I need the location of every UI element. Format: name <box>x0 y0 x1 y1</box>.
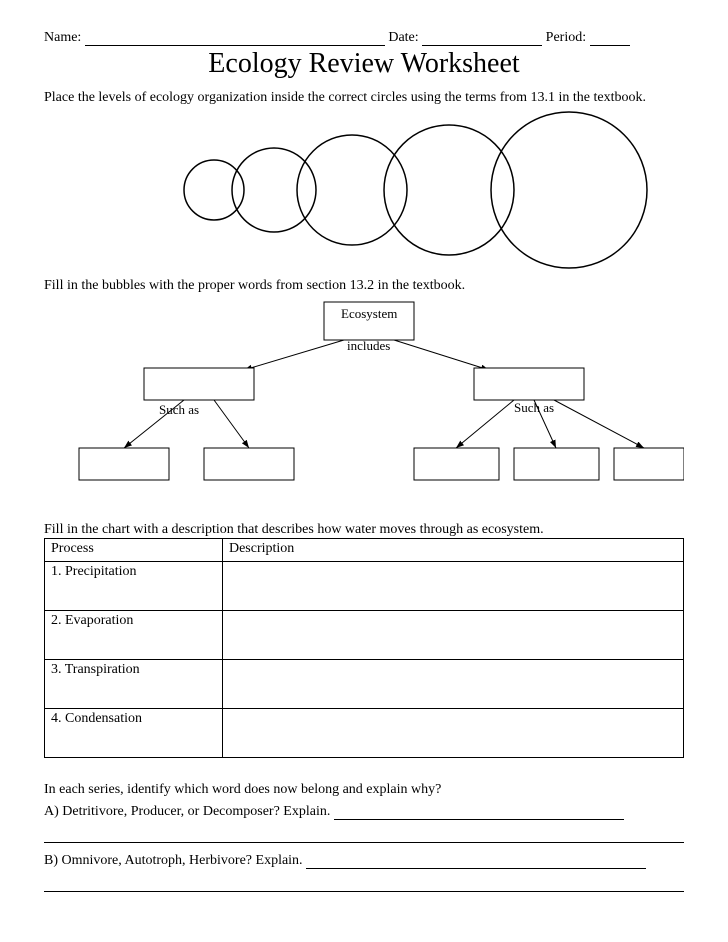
header-line: Name: Date: Period: <box>44 30 684 46</box>
flow-box[interactable] <box>474 368 584 400</box>
process-cell: 2. Evaporation <box>45 611 223 660</box>
table-header: Description <box>222 539 683 562</box>
flow-arrow <box>554 400 644 448</box>
ecology-level-circle[interactable] <box>384 125 514 255</box>
flow-box[interactable] <box>414 448 499 480</box>
process-cell: 4. Condensation <box>45 709 223 758</box>
description-cell[interactable] <box>222 611 683 660</box>
flow-box[interactable] <box>144 368 254 400</box>
flow-arrow <box>214 400 249 448</box>
page-title: Ecology Review Worksheet <box>44 48 684 80</box>
answer-a-blank-inline[interactable] <box>334 805 624 820</box>
flow-label: includes <box>347 338 390 353</box>
process-cell: 3. Transpiration <box>45 660 223 709</box>
description-cell[interactable] <box>222 709 683 758</box>
table-row: 2. Evaporation <box>45 611 684 660</box>
table-header: Process <box>45 539 223 562</box>
flow-arrow <box>244 340 344 370</box>
section4-instruction: In each series, identify which word does… <box>44 782 684 798</box>
table-row: 1. Precipitation <box>45 562 684 611</box>
section3-instruction: Fill in the chart with a description tha… <box>44 522 684 538</box>
process-cell: 1. Precipitation <box>45 562 223 611</box>
water-cycle-table: ProcessDescription1. Precipitation2. Eva… <box>44 538 684 758</box>
period-label: Period: <box>546 30 586 45</box>
table-row: 4. Condensation <box>45 709 684 758</box>
answer-b-blank-line[interactable] <box>44 877 684 892</box>
name-blank[interactable] <box>85 31 385 46</box>
flow-box[interactable] <box>614 448 684 480</box>
flow-arrow <box>394 340 489 370</box>
ecology-level-circle[interactable] <box>297 135 407 245</box>
flow-box[interactable] <box>514 448 599 480</box>
flowchart-diagram: Ecosystem includes Such as Such as <box>44 298 684 498</box>
flow-label: Such as <box>159 402 199 417</box>
date-label: Date: <box>388 30 418 45</box>
flow-arrow <box>456 400 514 448</box>
section1-instruction: Place the levels of ecology organization… <box>44 90 684 106</box>
flow-label: Such as <box>514 400 554 415</box>
description-cell[interactable] <box>222 660 683 709</box>
period-blank[interactable] <box>590 31 630 46</box>
flow-box[interactable] <box>204 448 294 480</box>
question-a-text: A) Detritivore, Producer, or Decomposer?… <box>44 804 330 819</box>
flow-box-label: Ecosystem <box>341 306 397 321</box>
question-b: B) Omnivore, Autotroph, Herbivore? Expla… <box>44 853 684 869</box>
question-a: A) Detritivore, Producer, or Decomposer?… <box>44 804 684 820</box>
description-cell[interactable] <box>222 562 683 611</box>
name-label: Name: <box>44 30 81 45</box>
worksheet-page: Name: Date: Period: Ecology Review Works… <box>0 0 728 942</box>
answer-a-blank-line[interactable] <box>44 828 684 843</box>
date-blank[interactable] <box>422 31 542 46</box>
answer-b-blank-inline[interactable] <box>306 854 646 869</box>
flow-box[interactable] <box>79 448 169 480</box>
section2-instruction: Fill in the bubbles with the proper word… <box>44 278 684 294</box>
question-b-text: B) Omnivore, Autotroph, Herbivore? Expla… <box>44 853 303 868</box>
circles-diagram <box>44 110 684 270</box>
ecology-level-circle[interactable] <box>184 160 244 220</box>
table-row: 3. Transpiration <box>45 660 684 709</box>
